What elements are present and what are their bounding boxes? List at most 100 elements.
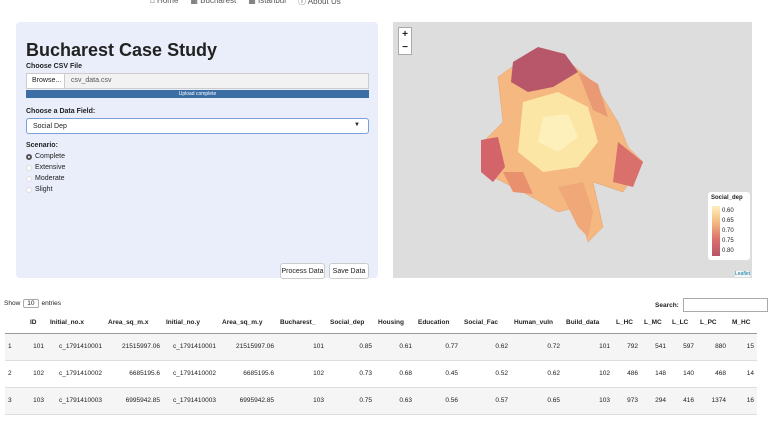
zoom-in[interactable]: +: [402, 29, 408, 40]
attribution[interactable]: Leaflet: [734, 271, 750, 277]
table-cell: 0.75: [327, 387, 375, 415]
data-table: ID Initial_no.x Area_sq_m.x Initial_no.y Are…: [5, 312, 757, 415]
table-cell: 6685195.6: [219, 360, 277, 388]
table-cell: 0.72: [511, 333, 563, 361]
table-cell: 416: [669, 387, 697, 415]
table-cell: 101: [27, 333, 47, 361]
table-cell: 6995942.85: [105, 387, 163, 415]
file-label: Choose CSV File: [26, 63, 83, 70]
table-cell: 6995942.85: [219, 387, 277, 415]
legend-label: 0.70: [722, 228, 734, 234]
header-cell: L_PC: [697, 312, 729, 334]
table-cell: 0.65: [511, 387, 563, 415]
field-value: Social Dep: [33, 123, 67, 130]
legend-title: Social_dep: [711, 195, 743, 201]
table-cell: 1374: [697, 387, 729, 415]
table-cell: 880: [697, 333, 729, 361]
process-button[interactable]: Process Data: [280, 263, 325, 279]
header-cell: Initial_no.x: [47, 312, 105, 334]
dropdown-arrow: ▼: [354, 122, 360, 128]
table-cell: 0.57: [461, 387, 511, 415]
length-control: Show 10 entries: [4, 299, 61, 308]
header-cell: Area_sq_m.x: [105, 312, 163, 334]
table-cell: 102: [277, 360, 327, 388]
radio: [26, 153, 32, 160]
browse-button[interactable]: Browse...: [27, 74, 65, 88]
file-name: csv_data.csv: [71, 77, 112, 84]
header-cell: Social_Fac: [461, 312, 511, 334]
header-cell: Human_vuln: [511, 312, 563, 334]
nav-item[interactable]: ▦ Istanbul: [248, 0, 287, 5]
scenario-label: Moderate: [35, 175, 65, 182]
region: [558, 182, 593, 237]
save-button[interactable]: Save Data: [329, 263, 369, 279]
header-cell: L_LC: [669, 312, 697, 334]
table-cell: 792: [613, 333, 641, 361]
zoom-out[interactable]: −: [402, 42, 408, 53]
legend-label: 0.60: [722, 208, 734, 214]
header-cell: L_MC: [641, 312, 669, 334]
scenario-option[interactable]: Moderate: [26, 175, 65, 182]
field-label: Choose a Data Field:: [26, 108, 96, 115]
header-cell: [5, 312, 27, 334]
progress-bar: Upload complete: [26, 90, 369, 98]
table-cell: 3: [5, 387, 27, 415]
table-cell: 102: [563, 360, 613, 388]
table-cell: 294: [641, 387, 669, 415]
search-input[interactable]: [683, 298, 768, 312]
header-row: ID Initial_no.x Area_sq_m.x Initial_no.y Are…: [5, 312, 757, 334]
scenario-label: Complete: [35, 153, 65, 160]
header-cell: Build_data: [563, 312, 613, 334]
radio: [26, 186, 32, 193]
table-cell: 103: [27, 387, 47, 415]
field-select[interactable]: Social Dep ▼: [26, 118, 369, 134]
region: [481, 137, 505, 182]
header-cell: Social_dep: [327, 312, 375, 334]
legend: Social_dep 0.60 0.65 0.70 0.75 0.80: [708, 192, 750, 260]
header-cell: Initial_no.y: [163, 312, 219, 334]
legend-bar: [712, 206, 720, 256]
map[interactable]: + − Social_dep 0.60 0.65 0.70 0.75 0.80 Leaf…: [393, 22, 752, 278]
table-cell: 468: [697, 360, 729, 388]
table-cell: 973: [613, 387, 641, 415]
radio: [26, 175, 32, 182]
scenario-option[interactable]: Complete: [26, 153, 65, 160]
legend-label: 0.80: [722, 248, 734, 254]
table-cell: 15: [729, 333, 757, 361]
show-label: Show: [4, 300, 21, 307]
table-cell: c_1791410001: [163, 333, 219, 361]
table-cell: 541: [641, 333, 669, 361]
scenario-option[interactable]: Slight: [26, 186, 53, 193]
nav-item[interactable]: ▦ Bucharest: [190, 0, 237, 5]
panel-title: Bucharest Case Study: [26, 40, 218, 60]
table-cell: 0.45: [415, 360, 461, 388]
table-cell: 486: [613, 360, 641, 388]
table-cell: c_1791410002: [163, 360, 219, 388]
length-select[interactable]: 10: [23, 299, 39, 308]
table-cell: 0.85: [327, 333, 375, 361]
table-cell: 101: [277, 333, 327, 361]
nav-item[interactable]: ⌂ Home: [150, 0, 179, 5]
header-cell: ID: [27, 312, 47, 334]
table-cell: 148: [641, 360, 669, 388]
scenario-option[interactable]: Extensive: [26, 164, 65, 171]
table-cell: 14: [729, 360, 757, 388]
nav-item[interactable]: ⓘ About Us: [298, 0, 341, 6]
legend-label: 0.75: [722, 238, 734, 244]
region: [613, 142, 643, 187]
search-label: Search:: [655, 302, 679, 309]
table-cell: 0.52: [461, 360, 511, 388]
table-cell: c_1791410002: [47, 360, 105, 388]
header-cell: Education: [415, 312, 461, 334]
file-input[interactable]: Browse... csv_data.csv: [26, 73, 369, 89]
table-cell: 0.68: [375, 360, 415, 388]
radio: [26, 164, 32, 171]
zoom-control: + −: [398, 27, 412, 55]
table-row: 1 101 c_1791410001 21515997.06 c_1791410001 2…: [5, 333, 757, 361]
table-cell: 0.62: [511, 360, 563, 388]
table-cell: c_1791410003: [47, 387, 105, 415]
region: [511, 47, 578, 92]
scenario-label: Extensive: [35, 164, 66, 171]
table-cell: 0.56: [415, 387, 461, 415]
header-cell: Area_sq_m.y: [219, 312, 277, 334]
